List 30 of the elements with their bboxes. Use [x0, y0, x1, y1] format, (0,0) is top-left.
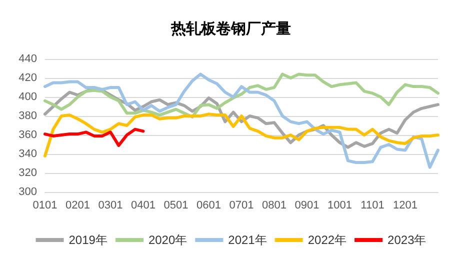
x-tick-label: 1101: [360, 200, 384, 212]
x-tick-label: 1201: [393, 200, 418, 212]
x-tick-label: 0401: [131, 200, 156, 212]
legend-label: 2022年: [308, 233, 347, 247]
y-tick-label: 400: [18, 91, 37, 103]
chart-title: 热轧板卷钢厂产量: [170, 20, 291, 38]
x-tick-label: 0301: [98, 200, 123, 212]
y-tick-label: 380: [18, 110, 37, 122]
y-tick-label: 360: [18, 129, 37, 141]
x-tick-label: 0501: [164, 200, 188, 212]
x-tick-label: 0901: [294, 200, 320, 212]
x-tick-label: 0801: [262, 200, 286, 212]
y-tick-label: 320: [18, 167, 37, 179]
line-series: [44, 72, 440, 169]
x-tick-label: 0701: [229, 200, 254, 212]
legend-label: 2021年: [228, 233, 267, 247]
y-tick-label: 420: [18, 72, 37, 84]
y-tick-label: 340: [18, 148, 37, 160]
line-series: [44, 72, 440, 118]
y-tick-label: 440: [18, 53, 37, 65]
y-tick-label: 300: [18, 186, 37, 198]
line-series: [44, 112, 440, 158]
legend-label: 2023年: [388, 233, 426, 247]
x-tick-label: 1001: [328, 200, 352, 212]
legend-label: 2020年: [148, 233, 188, 247]
x-tick-label: 0101: [32, 200, 58, 212]
line-series: [44, 128, 145, 147]
x-tick-label: 0201: [66, 200, 90, 212]
x-tick-label: 0601: [196, 200, 221, 212]
legend-label: 2019年: [68, 233, 108, 247]
